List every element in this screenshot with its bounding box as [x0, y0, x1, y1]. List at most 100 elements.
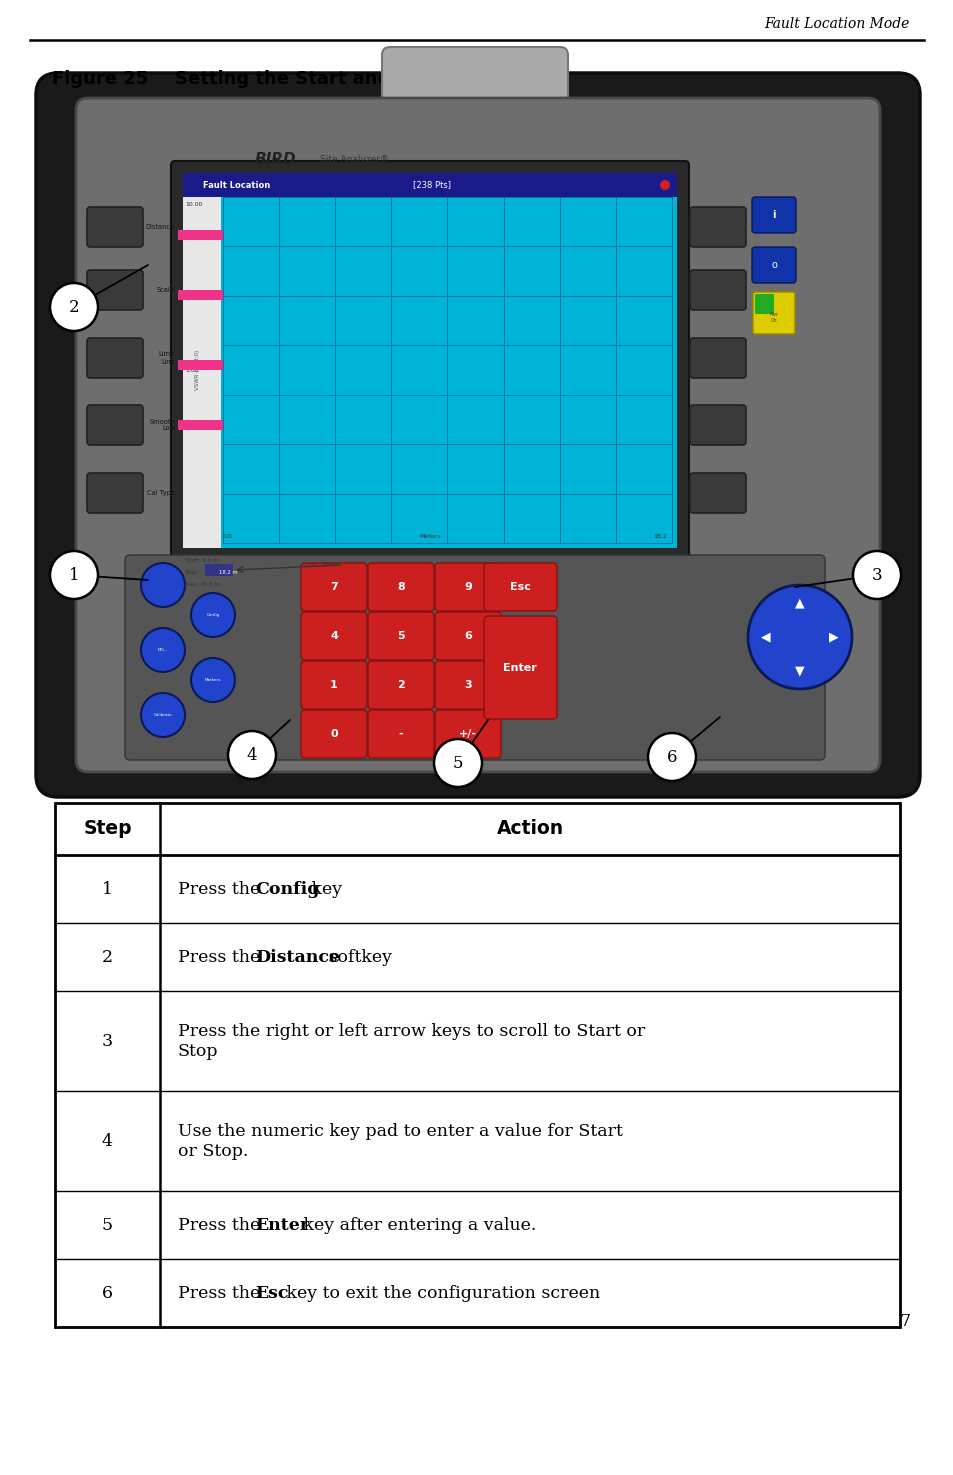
FancyBboxPatch shape	[368, 661, 434, 709]
Text: Enter: Enter	[255, 1217, 310, 1233]
Text: 18.2 m: 18.2 m	[219, 569, 237, 575]
Circle shape	[141, 693, 185, 738]
FancyBboxPatch shape	[751, 246, 795, 283]
Text: Press the: Press the	[178, 948, 266, 966]
Circle shape	[141, 628, 185, 673]
Text: 6: 6	[102, 1285, 112, 1301]
Text: 6: 6	[666, 748, 677, 766]
Text: 9: 9	[463, 583, 472, 591]
Text: key to exit the configuration screen: key to exit the configuration screen	[281, 1285, 599, 1301]
FancyBboxPatch shape	[435, 709, 500, 758]
Text: +/-: +/-	[458, 729, 476, 739]
FancyBboxPatch shape	[381, 47, 567, 118]
FancyBboxPatch shape	[689, 338, 745, 378]
Circle shape	[659, 180, 669, 190]
Text: 57: 57	[890, 1313, 911, 1330]
Text: Config: Config	[206, 614, 219, 617]
Text: Max:  45.0 m: Max: 45.0 m	[185, 583, 219, 587]
Text: Meters: Meters	[418, 534, 440, 538]
Circle shape	[228, 732, 275, 779]
Circle shape	[50, 552, 98, 599]
Text: VSWR (0.03:0): VSWR (0.03:0)	[195, 350, 200, 389]
Text: Press the: Press the	[178, 1285, 266, 1301]
Text: Press the: Press the	[178, 1217, 266, 1233]
Circle shape	[747, 586, 851, 689]
Text: ▶: ▶	[828, 630, 838, 643]
Text: -: -	[398, 729, 403, 739]
FancyBboxPatch shape	[87, 473, 143, 513]
Text: 3: 3	[464, 680, 472, 690]
Text: ◀: ◀	[760, 630, 770, 643]
Text: Figure 25: Figure 25	[52, 69, 148, 88]
FancyBboxPatch shape	[36, 72, 919, 796]
Text: Limit
Line: Limit Line	[158, 351, 174, 364]
FancyBboxPatch shape	[752, 292, 794, 333]
FancyBboxPatch shape	[368, 709, 434, 758]
Circle shape	[191, 658, 234, 702]
Text: 3: 3	[871, 566, 882, 584]
Text: 7: 7	[330, 583, 337, 591]
Text: ▼: ▼	[795, 665, 804, 677]
Bar	[178, 291, 223, 299]
FancyBboxPatch shape	[689, 473, 745, 513]
Text: i: i	[771, 209, 775, 220]
Text: 0: 0	[330, 729, 337, 739]
Bar	[178, 230, 223, 240]
Text: 1: 1	[330, 680, 337, 690]
Text: Action: Action	[496, 820, 563, 838]
Text: [238 Pts]: [238 Pts]	[413, 180, 451, 189]
FancyBboxPatch shape	[751, 198, 795, 233]
Bar	[178, 360, 223, 370]
Text: 3: 3	[102, 1032, 113, 1050]
Text: Use the numeric key pad to enter a value for Start: Use the numeric key pad to enter a value…	[178, 1122, 622, 1140]
Circle shape	[852, 552, 900, 599]
Text: Press the right or left arrow keys to scroll to Start or: Press the right or left arrow keys to sc…	[178, 1022, 644, 1040]
Text: 2: 2	[396, 680, 404, 690]
Text: key: key	[306, 881, 342, 897]
FancyBboxPatch shape	[87, 207, 143, 246]
Text: Calibrate: Calibrate	[153, 712, 172, 717]
FancyBboxPatch shape	[435, 661, 500, 709]
FancyBboxPatch shape	[87, 338, 143, 378]
Text: Fault Location Mode: Fault Location Mode	[763, 18, 909, 31]
Text: BIRD: BIRD	[254, 152, 296, 167]
Text: 1: 1	[102, 881, 112, 897]
FancyBboxPatch shape	[301, 563, 367, 611]
Text: Distance: Distance	[146, 224, 174, 230]
Text: Stop: Stop	[178, 1043, 218, 1059]
Text: 18.2: 18.2	[653, 534, 666, 538]
Text: 4: 4	[330, 631, 337, 642]
Text: 4: 4	[247, 746, 257, 764]
FancyBboxPatch shape	[435, 563, 500, 611]
Text: Setting the Start and Stop Distance: Setting the Start and Stop Distance	[174, 69, 537, 88]
Text: 5: 5	[396, 631, 404, 642]
FancyBboxPatch shape	[689, 207, 745, 246]
Text: Esc: Esc	[509, 583, 530, 591]
Bar	[55, 802, 899, 1328]
Text: 2: 2	[102, 948, 113, 966]
Text: Smooth
Low: Smooth Low	[149, 419, 174, 432]
Text: Enter: Enter	[502, 662, 537, 673]
Circle shape	[141, 563, 185, 608]
Bar	[205, 563, 233, 577]
Text: Site Analyzer®: Site Analyzer®	[319, 155, 389, 164]
Text: 6: 6	[463, 631, 472, 642]
Text: Distance: Distance	[255, 948, 340, 966]
FancyBboxPatch shape	[483, 617, 557, 718]
Text: key after entering a value.: key after entering a value.	[297, 1217, 536, 1233]
Text: 4: 4	[102, 1133, 112, 1149]
FancyBboxPatch shape	[483, 563, 557, 611]
Text: 0.0: 0.0	[223, 534, 233, 538]
FancyBboxPatch shape	[87, 406, 143, 445]
Circle shape	[191, 593, 234, 637]
Bar	[178, 420, 223, 431]
FancyBboxPatch shape	[301, 661, 367, 709]
FancyBboxPatch shape	[301, 612, 367, 659]
Text: Fault Location: Fault Location	[203, 180, 270, 189]
FancyBboxPatch shape	[368, 563, 434, 611]
Text: Units:  Meters: Units: Meters	[303, 562, 339, 566]
FancyBboxPatch shape	[689, 270, 745, 310]
Text: 5: 5	[453, 755, 463, 771]
Text: 10.00: 10.00	[185, 202, 202, 207]
Text: 1.00: 1.00	[185, 367, 198, 373]
